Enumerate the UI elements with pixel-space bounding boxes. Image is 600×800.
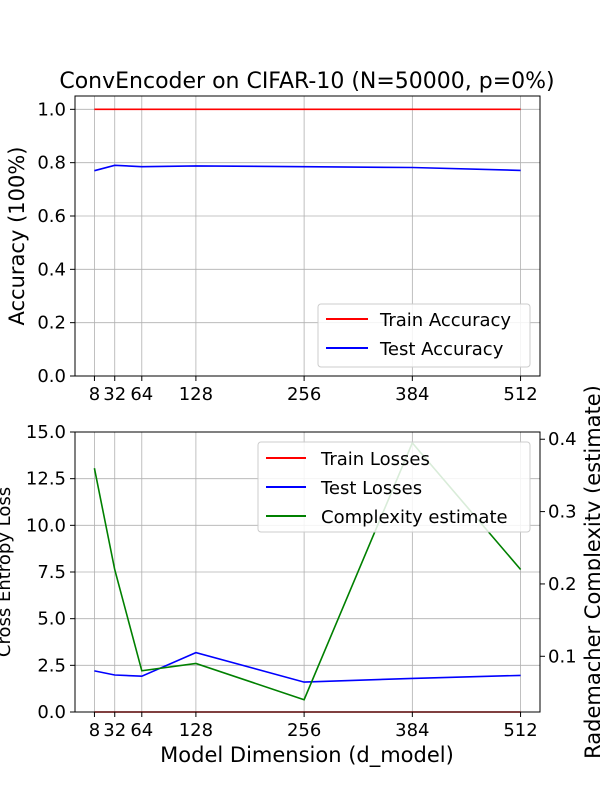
x-tick-label: 512: [503, 384, 537, 405]
complexity-y-axis-label: Rademacher Complexity (estimate): [581, 385, 600, 759]
legend-label-test-losses: Test Losses: [320, 478, 422, 499]
x-tick-label: 512: [503, 720, 537, 741]
accuracy-legend-box: [317, 303, 531, 368]
y2-tick-label: 0.1: [548, 646, 577, 667]
x-tick-label: 8: [89, 720, 100, 741]
loss-legend: Train Losses Test Losses Complexity esti…: [257, 441, 531, 533]
legend-label-train-accuracy: Train Accuracy: [379, 310, 511, 331]
loss-y-axis-label: Cross Entropy Loss: [0, 487, 15, 657]
chart-title: ConvEncoder on CIFAR-10 (N=50000, p=0%): [59, 69, 554, 94]
loss-x-ticks: 8 32 64 128 256 384 512: [89, 712, 538, 741]
y-tick-label: 0.0: [37, 366, 66, 387]
y-tick-label: 7.5: [37, 562, 66, 583]
x-tick-label: 128: [179, 384, 213, 405]
y-tick-label: 5.0: [37, 609, 66, 630]
y-tick-label: 0.0: [37, 702, 66, 723]
x-axis-label: Model Dimension (d_model): [160, 743, 454, 768]
y2-tick-label: 0.2: [548, 574, 577, 595]
y-tick-label: 0.4: [37, 259, 66, 280]
series-line-test-losses: [94, 651, 521, 683]
accuracy-y-axis-label: Accuracy (100%): [5, 147, 29, 326]
accuracy-y-ticks: 0.0 0.2 0.4 0.6 0.8 1.0: [37, 99, 75, 387]
accuracy-plot-frame: [74, 95, 541, 377]
x-tick-label: 384: [395, 384, 429, 405]
legend-label-complexity-estimate: Complexity estimate: [321, 507, 508, 528]
x-tick-label: 32: [103, 720, 126, 741]
accuracy-series: [94, 108, 521, 172]
complexity-y-ticks: 0.1 0.2 0.3 0.4: [540, 429, 577, 667]
legend-label-test-accuracy: Test Accuracy: [379, 339, 504, 360]
x-tick-label: 256: [287, 720, 321, 741]
x-tick-label: 256: [287, 384, 321, 405]
legend-label-train-losses: Train Losses: [320, 449, 430, 470]
x-tick-label: 64: [130, 384, 153, 405]
y-tick-label: 15.0: [26, 422, 66, 443]
x-tick-label: 128: [179, 720, 213, 741]
x-tick-label: 384: [395, 720, 429, 741]
accuracy-legend: Train Accuracy Test Accuracy: [317, 303, 531, 368]
x-tick-label: 8: [89, 384, 100, 405]
x-tick-label: 32: [103, 384, 126, 405]
loss-y-ticks: 0.0 2.5 5.0 7.5 10.0 12.5 15.0: [26, 422, 75, 723]
y-tick-label: 0.6: [37, 206, 66, 227]
x-tick-label: 64: [130, 720, 153, 741]
y2-tick-label: 0.3: [548, 502, 577, 523]
y2-tick-label: 0.4: [548, 429, 577, 450]
loss-legend-box: [257, 441, 531, 533]
y-tick-label: 12.5: [26, 469, 66, 490]
y-tick-label: 0.2: [37, 313, 66, 334]
accuracy-x-ticks: 8 32 64 128 256 384 512: [89, 376, 538, 405]
series-line-test-accuracy: [94, 164, 521, 172]
y-tick-label: 2.5: [37, 655, 66, 676]
y-tick-label: 10.0: [26, 515, 66, 536]
accuracy-chart: ConvEncoder on CIFAR-10 (N=50000, p=0%) …: [5, 69, 555, 405]
y-tick-label: 1.0: [37, 99, 66, 120]
y-tick-label: 0.8: [37, 153, 66, 174]
